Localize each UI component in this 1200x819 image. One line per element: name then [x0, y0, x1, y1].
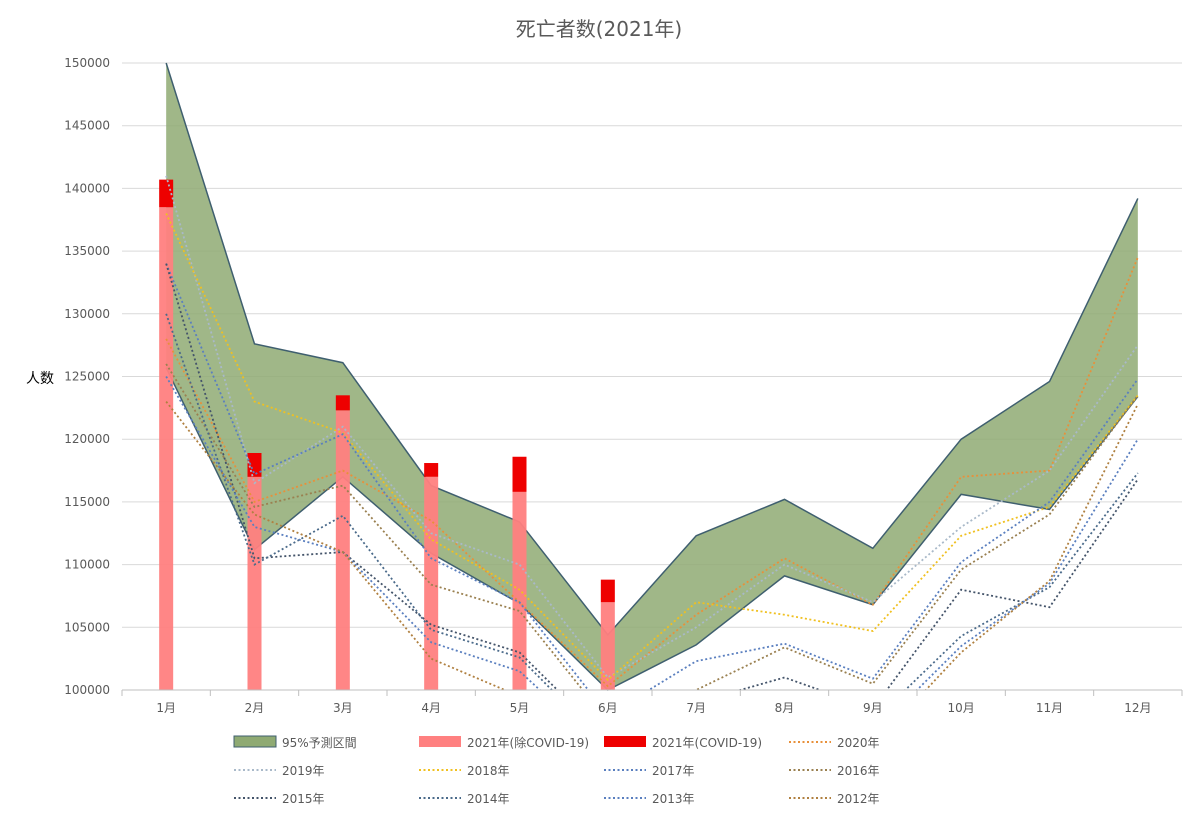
legend-label: 2012年 [837, 792, 880, 806]
legend-label: 2015年 [282, 792, 325, 806]
y-tick-label: 150000 [64, 56, 110, 70]
y-tick-label: 125000 [64, 370, 110, 384]
legend-label: 2014年 [467, 792, 510, 806]
y-tick-label: 120000 [64, 432, 110, 446]
legend-swatch [419, 736, 461, 747]
line-group [165, 175, 1139, 690]
bar-covid [600, 579, 615, 603]
legend-label: 2021年(COVID-19) [652, 736, 762, 750]
series-line [165, 313, 1139, 690]
y-tick-label: 100000 [64, 683, 110, 697]
x-tick-label: 2月 [245, 701, 265, 715]
chart-title: 死亡者数(2021年) [516, 17, 683, 41]
bar-excl-covid [600, 602, 615, 690]
legend-label: 2013年 [652, 792, 695, 806]
legend-label: 95%予測区間 [282, 736, 357, 750]
y-tick-label: 140000 [64, 181, 110, 195]
x-tick-label: 11月 [1036, 701, 1063, 715]
legend-label: 2018年 [467, 764, 510, 778]
bar-covid [335, 395, 350, 411]
bar-excl-covid [424, 476, 439, 690]
x-tick-label: 1月 [156, 701, 176, 715]
bar-excl-covid [247, 476, 262, 690]
legend-label: 2020年 [837, 736, 880, 750]
y-tick-label: 115000 [64, 495, 110, 509]
x-tick-label: 12月 [1124, 701, 1151, 715]
axes: 100000 105000 110000 115000 120000 125000 1300… [64, 56, 1183, 715]
y-tick-label: 110000 [64, 558, 110, 572]
series-line [165, 376, 1139, 690]
series-line [165, 363, 1139, 690]
x-tick-label: 6月 [598, 701, 618, 715]
series-line [165, 257, 1139, 688]
y-axis-label: 人数 [26, 371, 54, 387]
y-tick-label: 130000 [64, 307, 110, 321]
y-tick-label: 145000 [64, 119, 110, 133]
band-upper-edge [165, 62, 1139, 636]
x-tick-label: 4月 [421, 701, 441, 715]
legend-swatch [604, 736, 646, 747]
series-line [165, 175, 1139, 679]
line-series [165, 175, 1139, 690]
x-tick-label: 10月 [948, 701, 975, 715]
legend: 95%予測区間 2021年(除COVID-19) 2021年(COVID-19) 20… [233, 735, 880, 806]
bar-covid [159, 179, 174, 208]
x-tick-label: 7月 [686, 701, 706, 715]
bar-excl-covid [159, 207, 174, 690]
y-tick-label: 135000 [64, 244, 110, 258]
x-tick-label: 8月 [775, 701, 795, 715]
legend-swatch [233, 735, 277, 748]
legend-label: 2016年 [837, 764, 880, 778]
legend-label: 2017年 [652, 764, 695, 778]
bar-covid [424, 463, 439, 477]
bar-excl-covid [335, 410, 350, 690]
bar-covid [512, 456, 527, 492]
bar-excl-covid [512, 491, 527, 690]
x-tick-label: 3月 [333, 701, 353, 715]
legend-label: 2019年 [282, 764, 325, 778]
x-tick-label: 5月 [510, 701, 530, 715]
x-tick-label: 9月 [863, 701, 883, 715]
y-tick-label: 105000 [64, 620, 110, 634]
legend-label: 2021年(除COVID-19) [467, 735, 589, 750]
